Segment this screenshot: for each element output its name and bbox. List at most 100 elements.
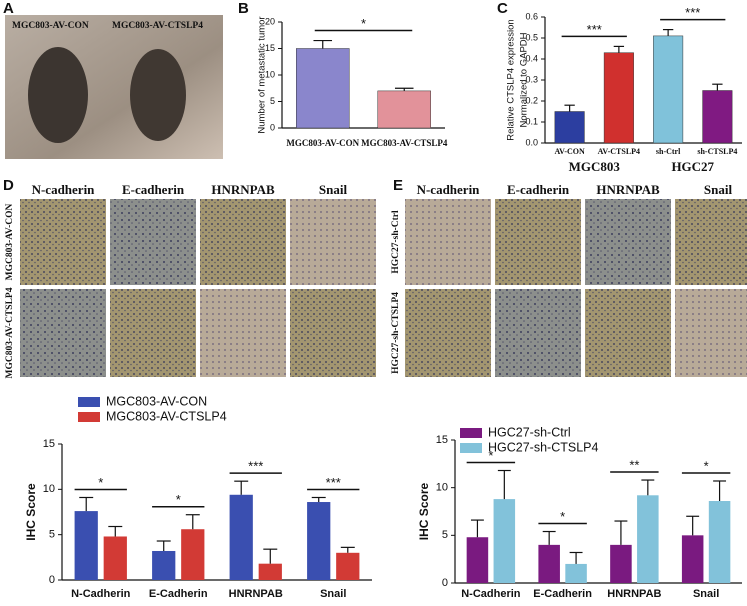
bar (565, 563, 587, 583)
group-label: HGC27 (671, 159, 714, 174)
x-tick-label: Snail (320, 588, 346, 600)
ihc-grid: N-cadherin E-cadherin HNRNPAB Snail MGC803-A… (5, 182, 376, 378)
y-axis-label: IHC Score (417, 483, 431, 541)
y-tick-label: 5 (49, 529, 55, 541)
y-axis-label: Number of metastatic tumor (257, 16, 268, 133)
y-tick-label: 0.6 (525, 11, 538, 21)
ihc-image (405, 199, 491, 285)
row-label: HGC27-sh-Ctrl (391, 210, 401, 274)
bar (702, 90, 733, 144)
legend-swatch (460, 443, 482, 453)
bar (466, 537, 489, 583)
significance-label: * (98, 475, 103, 490)
x-tick-label: MGC803-AV-CTSLP4 (361, 138, 448, 148)
bar (538, 544, 560, 583)
group-label: MGC803 (569, 159, 621, 174)
panel-letter: B (238, 0, 249, 17)
bar (152, 550, 176, 580)
bar (637, 495, 659, 583)
significance-label: * (488, 448, 493, 463)
y-tick-label: 15 (43, 438, 55, 450)
y-tick-label: 5 (442, 529, 448, 541)
x-tick-label: E-Cadherin (533, 588, 592, 600)
x-tick-label: N-Cadherin (461, 588, 521, 600)
legend-label: HGC27-sh-Ctrl (488, 425, 571, 439)
y-tick-label: 0.4 (525, 53, 538, 63)
ihc-image (495, 199, 581, 285)
x-tick-label: AV-CTSLP4 (598, 147, 640, 156)
x-tick-label: HNRNPAB (607, 588, 661, 600)
ihc-image (585, 199, 671, 285)
y-axis-label: IHC Score (24, 483, 38, 541)
legend-swatch (78, 412, 100, 422)
bar (493, 499, 516, 583)
column-header: Snail (704, 182, 733, 197)
bar (229, 494, 253, 580)
y-axis-label: Normalized to GAPDH (519, 32, 530, 127)
column-header: HNRNPAB (211, 182, 275, 197)
y-tick-label: 10 (43, 483, 55, 495)
bar (603, 52, 634, 144)
photo-label: MGC803-AV-CON (12, 21, 89, 31)
legend-label: MGC803-AV-CTSLP4 (106, 409, 227, 423)
y-tick-label: 0 (49, 574, 55, 586)
x-tick-label: HNRNPAB (229, 588, 283, 600)
significance-label: *** (248, 459, 263, 474)
ihc-image (290, 289, 376, 377)
significance-label: * (361, 16, 366, 31)
panel-letter: C (497, 0, 508, 17)
significance-label: * (176, 492, 181, 507)
bar (708, 501, 731, 583)
ihc-image (20, 289, 106, 377)
column-header: N-cadherin (32, 182, 96, 197)
y-tick-label: 0 (442, 577, 448, 589)
significance-label: ** (629, 457, 639, 472)
row-label: HGC27-sh-CTSLP4 (391, 292, 401, 374)
row-label: MGC803-AV-CON (5, 204, 15, 281)
significance-label: * (560, 509, 565, 524)
ihc-image (20, 199, 106, 285)
significance-label: *** (685, 5, 700, 20)
bar (103, 536, 127, 580)
ihc-image (110, 289, 196, 377)
y-tick-label: 0.2 (525, 95, 538, 105)
bar (377, 90, 431, 129)
mouse (28, 47, 88, 143)
ihc-image (290, 199, 376, 285)
panel-letter: E (393, 177, 403, 194)
legend-label: HGC27-sh-CTSLP4 (488, 440, 598, 454)
y-tick-label: 0 (270, 122, 275, 132)
ihc-image (675, 199, 747, 285)
x-tick-label: sh-Ctrl (656, 147, 681, 156)
column-header: E-cadherin (507, 182, 570, 197)
column-header: E-cadherin (122, 182, 185, 197)
x-tick-label: Snail (693, 588, 719, 600)
row-label: MGC803-AV-CTSLP4 (5, 287, 15, 378)
significance-label: *** (326, 475, 341, 490)
ihc-grid: N-cadherin E-cadherin HNRNPAB Snail HGC27-sh… (391, 182, 747, 377)
y-tick-label: 15 (436, 434, 448, 446)
ihc-image (110, 199, 196, 285)
y-tick-label: 0.0 (525, 137, 538, 147)
legend-label: MGC803-AV-CON (106, 394, 207, 408)
y-tick-label: 15 (265, 43, 275, 53)
column-header: Snail (319, 182, 348, 197)
y-tick-label: 0.1 (525, 116, 538, 126)
y-tick-label: 0.3 (525, 74, 538, 84)
y-tick-label: 10 (265, 69, 275, 79)
bar (554, 111, 585, 144)
y-axis-label: Relative CTSLP4 expression (506, 19, 517, 140)
legend-swatch (78, 397, 100, 407)
y-tick-label: 10 (436, 482, 448, 494)
bar (258, 563, 282, 580)
x-tick-label: E-Cadherin (149, 588, 208, 600)
significance-label: *** (587, 22, 602, 37)
bar (307, 502, 331, 580)
panel-letter: D (3, 177, 14, 194)
bar (336, 552, 360, 580)
ihc-image (675, 289, 747, 377)
bar (181, 529, 205, 580)
legend-swatch (460, 428, 482, 438)
bar (653, 35, 684, 144)
